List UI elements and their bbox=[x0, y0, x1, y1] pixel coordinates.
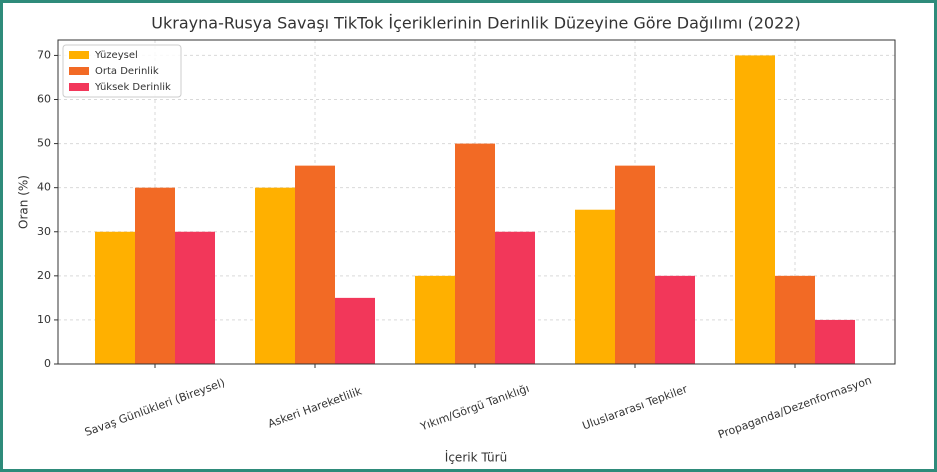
legend-swatch bbox=[69, 67, 89, 75]
legend-swatch bbox=[69, 83, 89, 91]
y-tick-label: 30 bbox=[37, 225, 51, 238]
bar bbox=[655, 275, 695, 364]
bar bbox=[335, 297, 375, 364]
y-tick-label: 10 bbox=[37, 313, 51, 326]
bar bbox=[575, 209, 615, 364]
y-tick-label: 0 bbox=[44, 357, 51, 370]
y-tick-label: 50 bbox=[37, 137, 51, 150]
y-tick-label: 20 bbox=[37, 269, 51, 282]
x-axis-label: İçerik Türü bbox=[445, 450, 507, 465]
legend-swatch bbox=[69, 51, 89, 59]
plot-border bbox=[57, 39, 896, 365]
bar bbox=[95, 231, 135, 364]
bar bbox=[415, 275, 455, 364]
bar bbox=[295, 165, 335, 364]
y-axis-label: Oran (%) bbox=[17, 175, 31, 229]
bar bbox=[255, 187, 295, 364]
chart-title: Ukrayna-Rusya Savaşı TikTok İçeriklerini… bbox=[151, 14, 800, 33]
bar bbox=[815, 319, 855, 364]
legend-label: Yüksek Derinlik bbox=[94, 82, 171, 93]
bar bbox=[495, 231, 535, 364]
y-tick-label: 40 bbox=[37, 181, 51, 194]
legend-label: Orta Derinlik bbox=[95, 66, 159, 77]
bar bbox=[775, 275, 815, 364]
bar bbox=[455, 143, 495, 364]
bar bbox=[615, 165, 655, 364]
y-tick-label: 60 bbox=[37, 93, 51, 106]
bar bbox=[175, 231, 215, 364]
bar bbox=[135, 187, 175, 364]
legend-label: Yüzeysel bbox=[94, 50, 138, 61]
y-tick-label: 70 bbox=[37, 48, 51, 61]
legend-box bbox=[62, 44, 182, 98]
bar bbox=[735, 55, 775, 365]
